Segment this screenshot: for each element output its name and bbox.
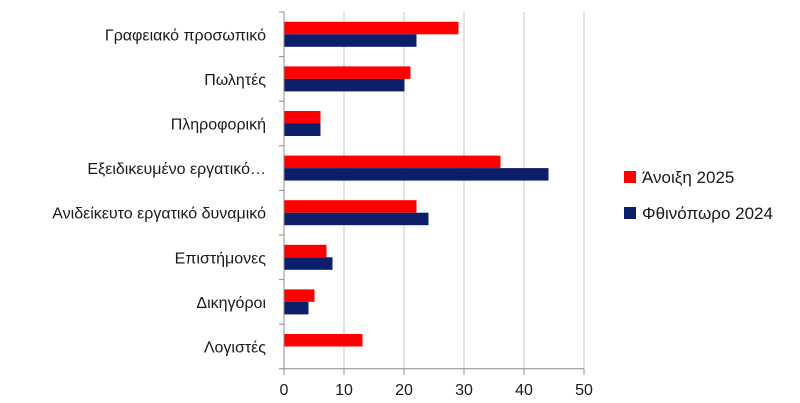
bar-series-1	[284, 200, 417, 213]
bar-series-2	[284, 168, 549, 181]
category-label: Εξειδικευμένο εργατικό…	[87, 161, 266, 178]
x-tick-label: 40	[515, 382, 533, 399]
x-tick-label: 0	[280, 382, 289, 399]
x-tick-label: 30	[455, 382, 473, 399]
category-label: Επιστήμονες	[175, 250, 267, 267]
bar-series-2	[284, 301, 309, 315]
legend-swatch	[624, 207, 636, 219]
bar-series-2	[284, 212, 429, 226]
category-label: Πληροφορική	[171, 117, 266, 134]
category-label: Ανιδείκευτο εργατικό δυναμικό	[52, 206, 266, 223]
x-tick-labels: 0 10 20 30 40 50	[280, 382, 593, 399]
bar-series-1	[284, 21, 459, 35]
x-tick-label: 20	[395, 382, 413, 399]
bar-series-1	[284, 244, 327, 258]
bar-series-2	[284, 78, 405, 92]
legend-label: Άνοιξη 2025	[642, 168, 734, 187]
bar-series-1	[284, 334, 363, 347]
legend-swatch	[624, 171, 636, 183]
bars	[284, 21, 549, 347]
legend-label: Φθινόπωρο 2024	[642, 204, 773, 223]
category-label: Πωλητές	[204, 72, 266, 89]
bar-series-1	[284, 66, 411, 79]
category-label: Δικηγόροι	[196, 295, 266, 312]
bar-series-1	[284, 111, 321, 124]
bar-series-2	[284, 34, 417, 47]
category-label: Γραφειακό προσωπικό	[105, 27, 266, 44]
category-labels: Γραφειακό προσωπικό Πωλητές Πληροφορική Εξε…	[52, 27, 266, 356]
bar-series-2	[284, 123, 321, 136]
bar-series-1	[284, 155, 501, 169]
x-tick-label: 50	[575, 382, 593, 399]
x-tick-label: 10	[335, 382, 353, 399]
category-label: Λογιστές	[204, 340, 266, 357]
bar-series-1	[284, 289, 315, 302]
bar-series-2	[284, 257, 333, 270]
legend: Άνοιξη 2025 Φθινόπωρο 2024	[624, 168, 773, 223]
